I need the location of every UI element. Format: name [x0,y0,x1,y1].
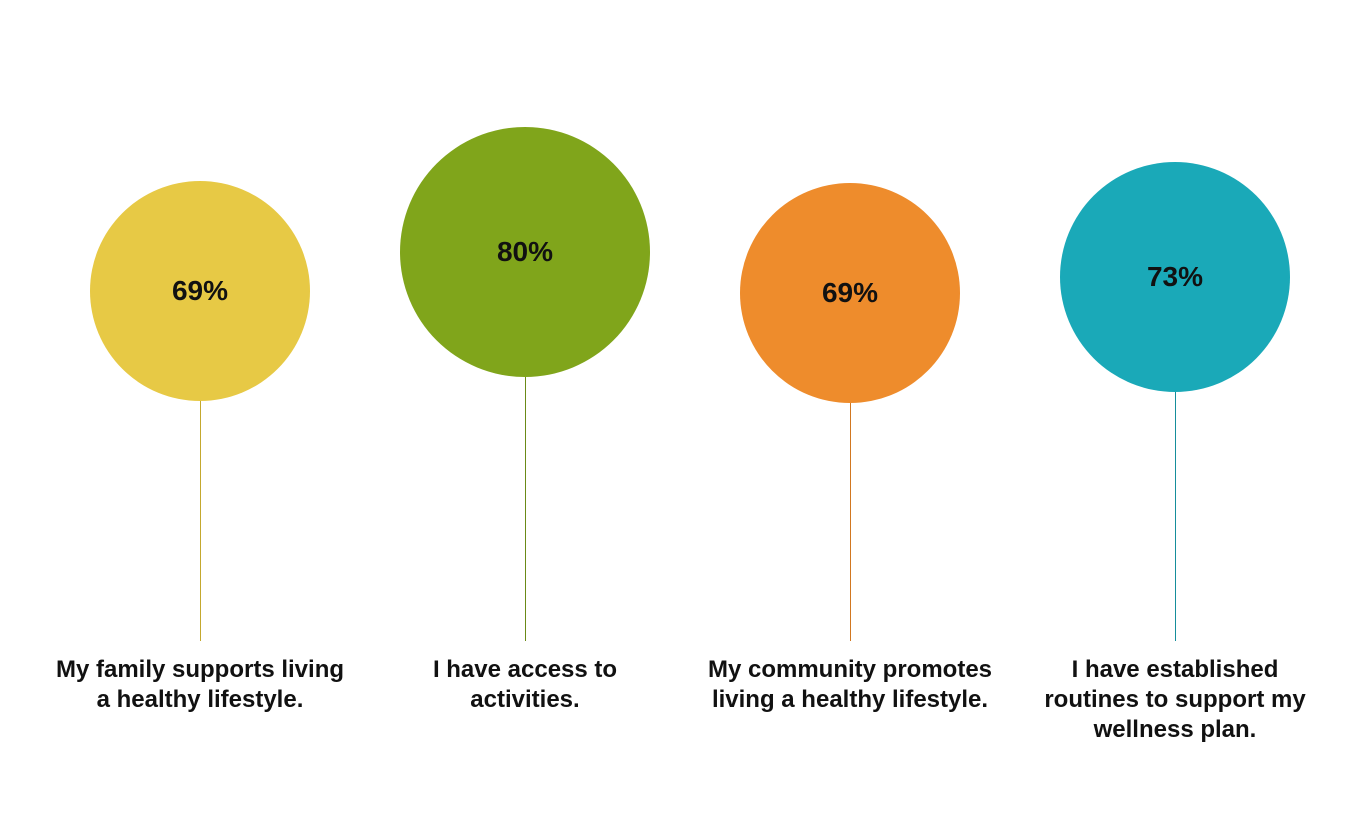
lollipop-circle: 69% [740,183,960,403]
lollipop-value-label: 69% [822,277,878,309]
balloon-lollipop-chart: 69% My family supports living a healthy l… [0,0,1366,819]
lollipop-item: 73% I have established routines to suppor… [1020,162,1330,800]
lollipop-item: 69% My community promotes living a health… [695,183,1005,800]
lollipop-value-label: 69% [172,275,228,307]
lollipop-circle: 69% [90,181,310,401]
lollipop-item: 69% My family supports living a healthy l… [45,181,355,800]
lollipop-circle: 80% [400,127,650,377]
lollipop-value-label: 73% [1147,261,1203,293]
lollipop-caption: My community promotes living a healthy l… [695,641,1005,781]
lollipop-item: 80% I have access to activities. [370,127,680,800]
lollipop-caption: I have established routines to support m… [1020,641,1330,781]
lollipop-circle: 73% [1060,162,1290,392]
lollipop-value-label: 80% [497,236,553,268]
lollipop-caption: I have access to activities. [370,641,680,781]
lollipop-caption: My family supports living a healthy life… [45,641,355,781]
